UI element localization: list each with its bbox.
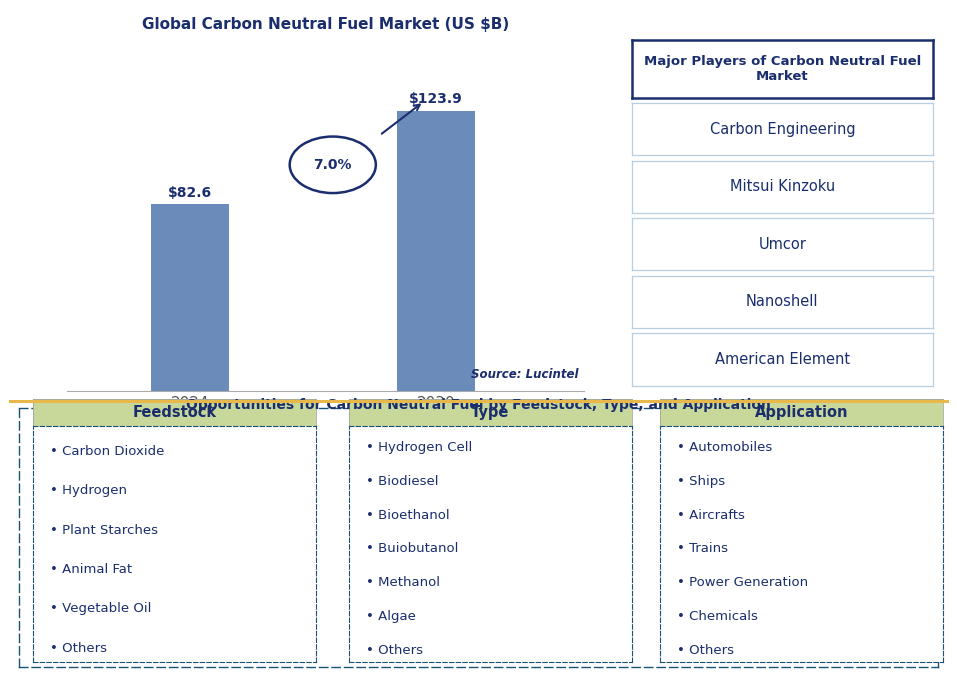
Text: • Ships: • Ships [678,475,725,488]
Text: Nanoshell: Nanoshell [746,295,818,309]
Text: American Element: American Element [715,352,850,367]
Text: • Hydrogen: • Hydrogen [51,485,127,497]
Text: • Power Generation: • Power Generation [678,576,809,589]
Text: $123.9: $123.9 [410,92,463,106]
Text: • Buiobutanol: • Buiobutanol [367,543,458,555]
Text: • Animal Fat: • Animal Fat [51,563,133,576]
Text: • Others: • Others [51,642,107,654]
Text: • Automobiles: • Automobiles [678,441,772,454]
Text: Type: Type [471,405,510,420]
Text: Application: Application [755,405,848,420]
Text: • Hydrogen Cell: • Hydrogen Cell [367,441,473,454]
Text: Umcor: Umcor [758,237,807,252]
Bar [150,204,230,391]
Text: • Chemicals: • Chemicals [678,610,758,623]
Text: • Vegetable Oil: • Vegetable Oil [51,603,152,615]
Text: • Others: • Others [367,644,423,656]
Text: Major Players of Carbon Neutral Fuel
Market: Major Players of Carbon Neutral Fuel Mar… [644,55,921,83]
Text: Mitsui Kinzoku: Mitsui Kinzoku [730,179,835,194]
Bar [397,111,476,391]
Text: • Carbon Dioxide: • Carbon Dioxide [51,445,165,458]
Text: • Biodiesel: • Biodiesel [367,475,438,488]
Text: 7.0%: 7.0% [314,158,352,172]
Text: • Plant Starches: • Plant Starches [51,524,159,537]
Text: Feedstock: Feedstock [133,405,216,420]
Text: $82.6: $82.6 [168,185,212,200]
Text: • Algae: • Algae [367,610,416,623]
Text: Opportunities for Carbon Neutral Fuel by Feedstock, Type, and Application: Opportunities for Carbon Neutral Fuel by… [186,398,771,412]
Text: • Trains: • Trains [678,543,728,555]
Title: Global Carbon Neutral Fuel Market (US $B): Global Carbon Neutral Fuel Market (US $B… [142,18,509,32]
Text: Carbon Engineering: Carbon Engineering [709,122,856,137]
Text: • Bioethanol: • Bioethanol [367,509,450,522]
Text: • Methanol: • Methanol [367,576,440,589]
Text: • Aircrafts: • Aircrafts [678,509,746,522]
Text: • Others: • Others [678,644,734,656]
Text: Source: Lucintel: Source: Lucintel [472,368,579,381]
